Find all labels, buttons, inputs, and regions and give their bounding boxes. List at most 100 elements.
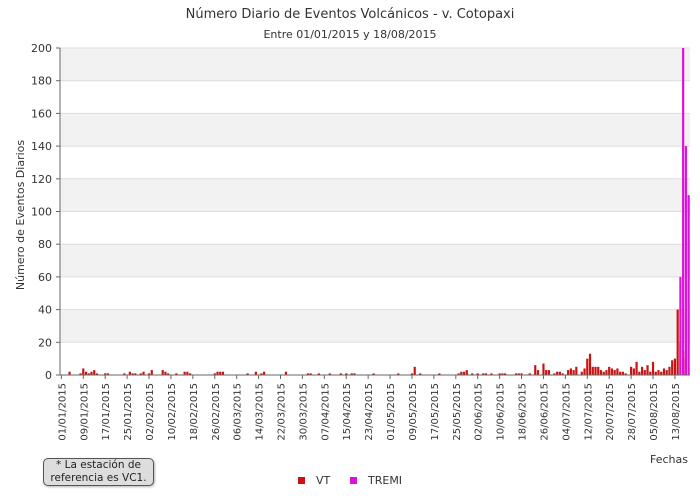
bar-vt [608, 366, 611, 375]
bar-vt [649, 371, 652, 375]
bar-vt [668, 366, 671, 375]
y-tick-label: 140 [31, 140, 52, 153]
bar-vt [640, 366, 644, 375]
x-axis-label: Fechas [650, 453, 688, 466]
bar-vt [462, 371, 466, 375]
bar-vt [106, 373, 110, 375]
x-tick-label: 17/05/2015 [430, 383, 441, 441]
bar-vt [68, 371, 71, 375]
bar-vt [545, 370, 548, 375]
x-tick-label: 20/07/2015 [605, 383, 616, 441]
bar-tremi [687, 195, 690, 375]
bar-vt [189, 373, 192, 375]
bar-vt [605, 370, 608, 375]
bar-vt [561, 373, 564, 375]
x-tick-label: 07/04/2015 [320, 383, 331, 441]
x-tick-label: 25/05/2015 [452, 383, 463, 441]
bar-vt [128, 371, 131, 375]
bar-vt [528, 373, 531, 375]
y-tick-label: 80 [38, 238, 52, 251]
bar-vt [676, 309, 679, 375]
bar-vt [142, 371, 145, 375]
bar-vt [646, 365, 649, 375]
bar-vt [654, 371, 657, 375]
bar-vt [476, 373, 479, 375]
bar-vt [183, 371, 186, 375]
grid-band [60, 48, 690, 81]
bar-vt [662, 368, 666, 375]
x-tick-label: 04/07/2015 [561, 383, 572, 441]
bar-vt [490, 373, 493, 375]
bar-vt [624, 373, 627, 375]
bars-layer [68, 48, 690, 375]
bar-vt [284, 371, 288, 375]
plot-background-bands [60, 48, 690, 343]
legend-swatch-tremi [350, 477, 357, 484]
x-tick-labels: 01/01/2015 09/01/2015 17/01/2015 25/01/2015… [57, 375, 682, 441]
x-tick-label: 09/05/2015 [408, 383, 419, 441]
bar-vt [673, 358, 677, 375]
bar-vt [588, 353, 592, 375]
bar-vt [410, 373, 414, 375]
bar-vt [610, 368, 614, 375]
bar-vt [186, 371, 189, 375]
bar-vt [309, 373, 312, 375]
bar-vt [632, 368, 635, 375]
grid-band [60, 178, 690, 212]
bar-vt [219, 371, 222, 375]
bar-vt [353, 373, 356, 375]
x-tick-label: 12/07/2015 [583, 383, 594, 441]
bar-vt [651, 361, 655, 375]
x-tick-label: 23/04/2015 [364, 383, 375, 441]
bar-vt [638, 371, 641, 375]
bar-vt [262, 371, 266, 375]
x-tick-label: 14/03/2015 [255, 383, 266, 441]
y-tick-label: 20 [38, 336, 52, 349]
bar-vt [306, 373, 309, 375]
y-tick-label: 60 [38, 271, 52, 284]
bar-vt [586, 358, 589, 375]
y-tick-label: 160 [31, 107, 52, 120]
bar-vt [216, 371, 219, 375]
bar-vt [665, 370, 668, 375]
bar-vt [79, 373, 82, 375]
bar-vt [542, 363, 545, 375]
bar-vt [161, 370, 164, 375]
bar-vt [660, 371, 663, 375]
bar-vt [482, 373, 485, 375]
bar-vt [591, 366, 594, 375]
bar-vt [345, 373, 348, 375]
bar-vt [520, 373, 523, 375]
x-tick-label: 02/02/2015 [145, 383, 156, 441]
x-tick-label: 01/01/2015 [57, 383, 68, 441]
x-tick-label: 01/05/2015 [386, 383, 397, 441]
grid-band [60, 244, 690, 277]
bar-vt [621, 371, 624, 375]
x-tick-label: 10/02/2015 [167, 383, 178, 441]
bar-vt [164, 371, 167, 375]
bar-vt [84, 371, 88, 375]
bar-vt [630, 366, 633, 375]
bar-vt [104, 373, 107, 375]
bar-vt [553, 373, 556, 375]
bar-vt [556, 371, 559, 375]
bar-vt [599, 370, 603, 375]
bar-vt [328, 373, 331, 375]
x-tick-label: 18/02/2015 [189, 383, 200, 441]
y-tick-label: 120 [31, 173, 52, 186]
x-tick-label: 25/01/2015 [123, 383, 134, 441]
bar-vt [501, 373, 504, 375]
legend-label-tremi: TREMI [367, 474, 402, 487]
bar-vt [547, 370, 551, 375]
bar-vt [558, 371, 561, 375]
legend-item-vt: VT [298, 474, 331, 487]
x-tick-label: 18/06/2015 [518, 383, 529, 441]
bar-vt [150, 370, 153, 375]
bar-vt [260, 373, 263, 375]
bar-vt [95, 373, 99, 375]
x-tick-label: 26/02/2015 [211, 383, 222, 441]
bar-vt [123, 373, 126, 375]
bar-tremi [684, 146, 687, 375]
bar-vt [221, 371, 225, 375]
